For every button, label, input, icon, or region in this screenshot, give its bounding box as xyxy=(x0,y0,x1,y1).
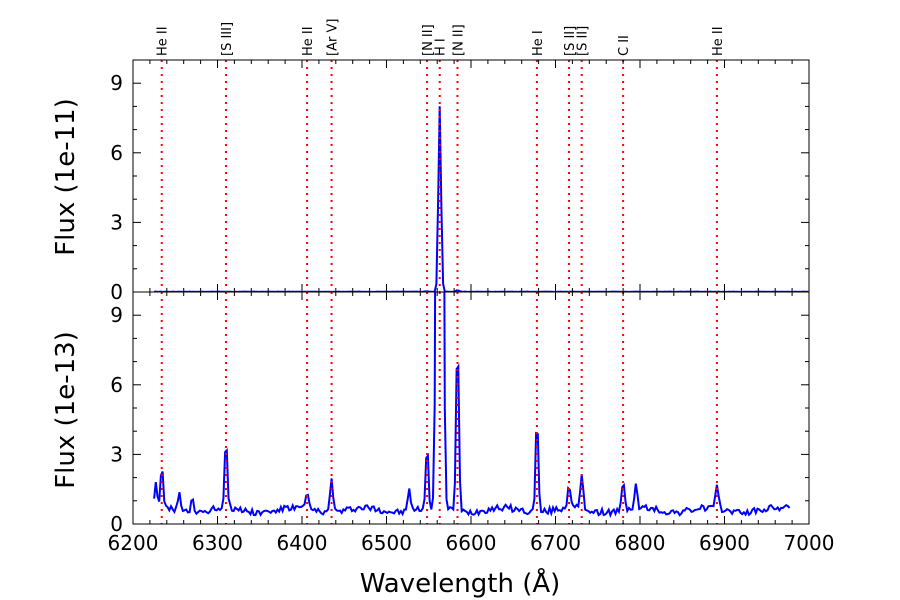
emission-line-label: [N II] xyxy=(451,24,466,56)
emission-line-label: [N II] xyxy=(421,24,436,56)
y-tick-label: 6 xyxy=(110,141,123,165)
y-tick-label: 0 xyxy=(110,280,123,304)
x-tick-label: 6700 xyxy=(530,531,581,555)
emission-line-label: [Ar V] xyxy=(326,19,341,56)
bottom-panel: 0 3 6 9 6200 6300 6400 6500 6600 6700 6800 6900 7000 xyxy=(108,291,835,555)
panel-frame xyxy=(132,291,810,525)
x-tick-label: 6300 xyxy=(192,531,243,555)
emission-line-label: [S II] xyxy=(563,26,578,56)
y-tick-label: 9 xyxy=(110,303,123,327)
y-tick-label: 9 xyxy=(110,71,123,95)
y-tick-label: 6 xyxy=(110,373,123,397)
x-tick-label: 7000 xyxy=(784,531,835,555)
spectrum-series-line xyxy=(153,292,791,519)
emission-line-label: C II xyxy=(617,35,632,56)
emission-line-label: [S III] xyxy=(220,22,235,56)
spectrum-series-line xyxy=(154,106,809,292)
y-tick-label: 3 xyxy=(110,210,123,234)
x-tick-label: 6500 xyxy=(361,531,412,555)
bottom-y-axis-label: Flux (1e-13) xyxy=(51,331,81,489)
emission-line-label: He II xyxy=(711,26,726,56)
emission-line-label: He II xyxy=(301,26,316,56)
emission-line-label: He I xyxy=(531,30,546,56)
x-tick-label: 6200 xyxy=(108,531,159,555)
emission-line-label: H I xyxy=(434,38,449,56)
panel-frame xyxy=(132,59,810,293)
x-tick-label: 6900 xyxy=(699,531,750,555)
x-tick-label: 6800 xyxy=(615,531,666,555)
y-tick-label: 0 xyxy=(110,512,123,536)
y-tick-label: 3 xyxy=(110,442,123,466)
emission-line-labels: He II [S III] He II [Ar V] [N II]H I [N II] He… xyxy=(156,19,726,56)
emission-line-label: He II xyxy=(156,26,171,56)
x-tick-label: 6600 xyxy=(446,531,497,555)
top-panel: 0 3 6 9 xyxy=(110,59,810,304)
top-y-axis-label: Flux (1e-11) xyxy=(51,98,81,256)
x-tick-label: 6400 xyxy=(277,531,328,555)
emission-line-label: [S II] xyxy=(576,26,591,56)
x-axis-label: Wavelength (Å) xyxy=(360,567,561,599)
